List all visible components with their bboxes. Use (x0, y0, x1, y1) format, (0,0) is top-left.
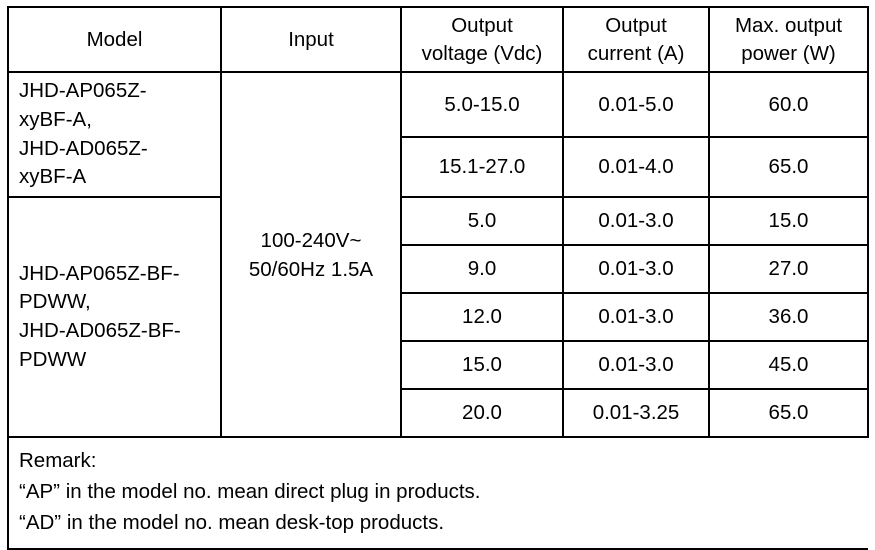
value-max-output-power: 60.0 (768, 92, 809, 116)
value-output-voltage: 15.0 (462, 352, 502, 376)
value-output-current: 0.01-4.0 (598, 155, 674, 179)
table-header-row: Model Input Output voltage (Vdc) Output … (7, 5, 869, 74)
power-specification-table: Model Input Output voltage (Vdc) Output … (7, 5, 869, 550)
value-output-voltage: 15.1-27.0 (438, 155, 526, 179)
cell-output-voltage: 9.0 (400, 244, 564, 295)
value-output-current: 0.01-3.0 (598, 304, 674, 328)
value-output-voltage: 5.0-15.0 (444, 92, 520, 116)
model-group-cell-2: JHD-AP065Z-BF- PDWW, JHD-AD065Z-BF- PDWW (7, 196, 222, 439)
column-header-output-current: Output current (A) (562, 5, 710, 74)
column-header-output-current-label: Output current (A) (587, 14, 685, 65)
cell-max-output-power: 60.0 (708, 71, 869, 139)
value-max-output-power: 36.0 (768, 304, 809, 328)
cell-output-voltage: 20.0 (400, 388, 564, 439)
table-row: 12.0 0.01-3.0 36.0 (8, 292, 869, 343)
table-row: 15.0 0.01-3.0 45.0 (8, 340, 869, 391)
column-header-input: Input (220, 5, 402, 74)
value-output-current: 0.01-3.0 (598, 256, 674, 280)
cell-output-current: 0.01-3.0 (562, 244, 710, 295)
cell-max-output-power: 65.0 (708, 388, 869, 439)
specification-sheet: Model Input Output voltage (Vdc) Output … (7, 5, 869, 550)
remark-cell: Remark: “AP” in the model no. mean direc… (7, 436, 868, 550)
input-spec-cell: 100-240V~ 50/60Hz 1.5A (220, 71, 402, 439)
cell-output-current: 0.01-3.0 (562, 340, 710, 391)
cell-max-output-power: 45.0 (708, 340, 869, 391)
remark-row: Remark: “AP” in the model no. mean direc… (7, 436, 868, 550)
model-group-cell-1: JHD-AP065Z- xyBF-A, JHD-AD065Z- xyBF-A (7, 71, 222, 199)
cell-output-current: 0.01-4.0 (562, 136, 710, 199)
value-max-output-power: 15.0 (768, 208, 809, 232)
value-output-voltage: 20.0 (462, 400, 502, 424)
table-row: 15.1-27.0 0.01-4.0 65.0 (8, 136, 869, 199)
cell-output-voltage: 15.0 (400, 340, 564, 391)
cell-output-current: 0.01-3.0 (562, 196, 710, 247)
table-row: JHD-AP065Z-BF- PDWW, JHD-AD065Z-BF- PDWW… (7, 196, 869, 439)
column-header-output-voltage: Output voltage (Vdc) (400, 5, 564, 74)
column-header-max-output-power: Max. output power (W) (708, 5, 869, 74)
remark-block: Remark: “AP” in the model no. mean direc… (9, 444, 868, 540)
value-max-output-power: 65.0 (768, 400, 809, 424)
table-row: 20.0 0.01-3.25 65.0 (8, 388, 869, 439)
cell-output-current: 0.01-3.0 (562, 292, 710, 343)
cell-max-output-power: 27.0 (708, 244, 869, 295)
cell-output-voltage: 15.1-27.0 (400, 136, 564, 199)
cell-max-output-power: 65.0 (708, 136, 869, 199)
value-output-current: 0.01-3.0 (598, 208, 674, 232)
cell-output-voltage: 5.0 (400, 196, 564, 247)
model-group-label-2: JHD-AP065Z-BF- PDWW, JHD-AD065Z-BF- PDWW (19, 261, 181, 371)
remark-title: Remark: (19, 449, 97, 473)
table-row: JHD-AP065Z- xyBF-A, JHD-AD065Z- xyBF-A 1… (7, 71, 869, 439)
value-max-output-power: 45.0 (768, 352, 809, 376)
column-header-model-label: Model (86, 27, 143, 51)
cell-max-output-power: 15.0 (708, 196, 869, 247)
cell-output-voltage: 5.0-15.0 (400, 71, 564, 139)
column-header-max-output-power-label: Max. output power (W) (734, 14, 843, 65)
value-output-voltage: 12.0 (462, 304, 502, 328)
value-max-output-power: 27.0 (768, 256, 809, 280)
cell-max-output-power: 36.0 (708, 292, 869, 343)
value-output-current: 0.01-5.0 (598, 92, 674, 116)
model-group-label-1: JHD-AP065Z- xyBF-A, JHD-AD065Z- xyBF-A (19, 79, 148, 189)
cell-output-voltage: 12.0 (400, 292, 564, 343)
column-header-input-label: Input (288, 27, 334, 51)
cell-output-current: 0.01-3.25 (562, 388, 710, 439)
table-row: 9.0 0.01-3.0 27.0 (8, 244, 869, 295)
input-spec-label: 100-240V~ 50/60Hz 1.5A (248, 228, 374, 281)
remark-line-ad: “AD” in the model no. mean desk-top prod… (19, 510, 445, 534)
value-output-current: 0.01-3.25 (592, 400, 680, 424)
column-header-output-voltage-label: Output voltage (Vdc) (421, 14, 543, 65)
column-header-model: Model (7, 5, 222, 74)
value-max-output-power: 65.0 (768, 155, 809, 179)
value-output-current: 0.01-3.0 (598, 352, 674, 376)
remark-line-ap: “AP” in the model no. mean direct plug i… (19, 479, 481, 503)
cell-output-current: 0.01-5.0 (562, 71, 710, 139)
value-output-voltage: 5.0 (467, 208, 497, 232)
value-output-voltage: 9.0 (467, 256, 497, 280)
